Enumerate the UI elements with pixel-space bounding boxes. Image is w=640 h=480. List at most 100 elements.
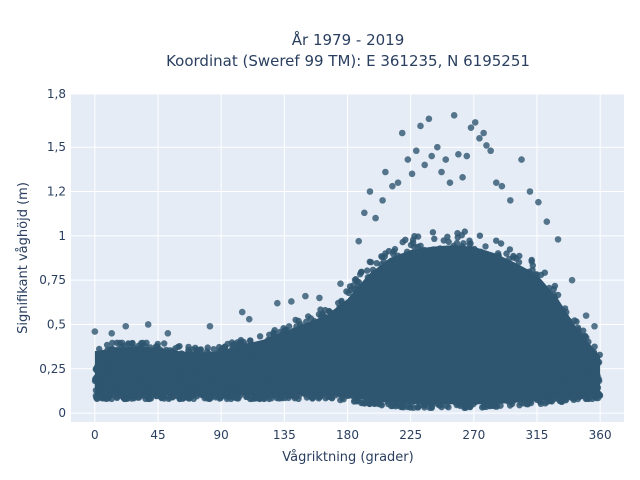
data-point (390, 284, 397, 291)
data-point (96, 377, 104, 384)
data-point (317, 391, 325, 398)
data-point (109, 339, 116, 347)
data-point (537, 346, 544, 353)
data-point (442, 385, 449, 392)
data-point (340, 336, 348, 343)
data-point (175, 383, 182, 390)
data-point (447, 340, 455, 347)
data-point (411, 243, 418, 250)
data-point (434, 392, 441, 399)
data-point (271, 367, 279, 374)
data-point (472, 373, 479, 381)
data-point (503, 378, 511, 386)
data-point (210, 368, 218, 375)
data-point (433, 362, 440, 369)
data-point (345, 392, 353, 399)
data-point (512, 381, 520, 389)
data-point (442, 295, 449, 303)
outlier-point (591, 322, 598, 330)
outlier-point (476, 135, 483, 142)
data-point (480, 355, 487, 362)
data-point (503, 321, 510, 328)
data-point (400, 352, 407, 360)
data-point (511, 283, 518, 290)
data-point (560, 307, 567, 314)
data-point (586, 374, 593, 382)
data-point (510, 369, 518, 376)
data-point (582, 359, 589, 366)
data-point (482, 243, 489, 250)
data-point (462, 387, 469, 395)
data-point (270, 329, 278, 337)
data-point (359, 295, 366, 302)
data-point (249, 370, 256, 377)
data-point (388, 266, 395, 273)
data-point (223, 395, 231, 403)
outlier-point (492, 179, 500, 186)
data-point (306, 371, 314, 378)
data-point (477, 248, 485, 255)
outlier-point (404, 156, 412, 163)
outlier-point (412, 147, 420, 155)
data-point (248, 341, 255, 348)
data-point (186, 367, 193, 375)
data-point (418, 363, 425, 370)
data-point (573, 353, 581, 360)
data-point (525, 299, 533, 306)
data-point (518, 286, 525, 293)
data-point (344, 302, 352, 310)
data-point (164, 370, 171, 378)
data-point (266, 337, 274, 344)
data-point (362, 393, 369, 400)
data-point (252, 346, 259, 353)
data-point (399, 365, 406, 372)
data-point (484, 290, 492, 297)
outlier-point (526, 188, 534, 195)
data-point (358, 268, 365, 275)
data-point (410, 358, 417, 365)
data-point (380, 330, 387, 337)
data-point (403, 324, 411, 331)
data-point (311, 317, 318, 325)
data-point (556, 318, 563, 325)
data-point (164, 349, 171, 356)
data-point (316, 354, 323, 361)
data-point (236, 367, 243, 374)
data-point (419, 388, 426, 395)
data-point (374, 339, 381, 347)
outlier-point (382, 168, 389, 176)
data-point (171, 355, 178, 362)
data-point (207, 388, 214, 395)
data-point (528, 258, 535, 265)
data-point (289, 337, 296, 344)
data-point (424, 394, 432, 402)
data-point (438, 401, 445, 409)
chart-title-line-2: Koordinat (Sweref 99 TM): E 361235, N 61… (166, 52, 530, 70)
data-point (570, 396, 577, 403)
data-point (101, 383, 109, 390)
data-point (281, 328, 288, 335)
outlier-point (108, 330, 116, 337)
data-point (541, 294, 549, 301)
data-point (429, 229, 437, 236)
data-point (277, 358, 285, 365)
data-point (223, 379, 231, 387)
data-point (467, 256, 475, 263)
data-point (564, 330, 572, 337)
data-point (543, 352, 550, 359)
data-point (351, 392, 358, 399)
data-point (417, 248, 424, 255)
data-point (248, 353, 255, 360)
data-point (443, 367, 450, 374)
data-point (147, 377, 154, 384)
data-point (550, 305, 557, 312)
data-point (218, 392, 225, 399)
data-point (193, 356, 200, 363)
data-point (388, 364, 395, 372)
data-point (195, 368, 202, 375)
data-point (434, 284, 441, 291)
data-point (197, 362, 204, 369)
data-point (263, 377, 271, 384)
data-point (427, 375, 434, 382)
data-point (112, 386, 119, 393)
